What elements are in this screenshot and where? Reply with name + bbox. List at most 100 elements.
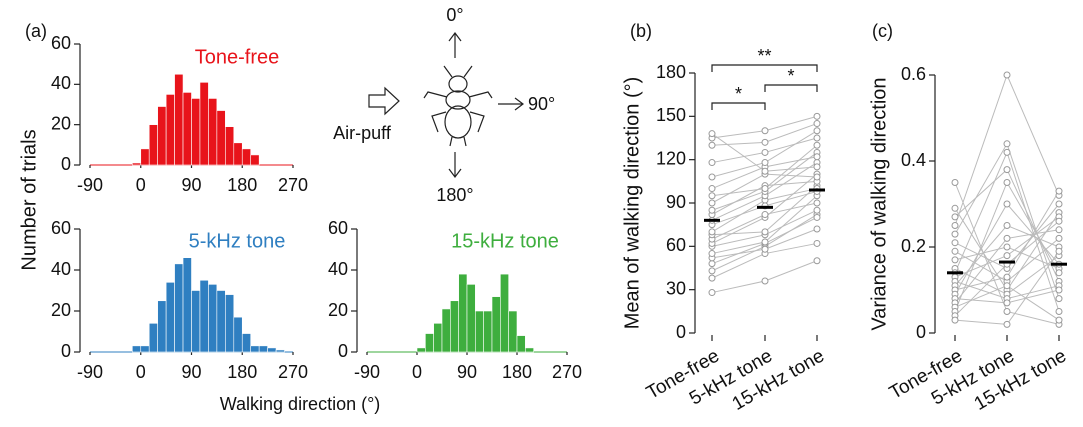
subject-point: [813, 213, 821, 221]
bar: [216, 290, 226, 353]
bar: [416, 347, 426, 353]
subject-point: [1003, 308, 1011, 315]
subject-line: [711, 260, 818, 294]
subject-point: [1003, 252, 1011, 260]
bar: [458, 273, 468, 353]
subject-point: [951, 222, 959, 229]
x-tick-label: 0: [136, 362, 146, 382]
subject-point: [951, 256, 959, 264]
subject-point: [708, 260, 716, 268]
bar: [148, 124, 158, 166]
x-tick-label: 180: [227, 175, 257, 195]
bar: [140, 148, 150, 166]
subject-point: [1055, 187, 1063, 195]
x-tick-label: 90: [181, 362, 201, 382]
subject-point: [813, 153, 821, 161]
x-tick-label: 180: [227, 362, 257, 382]
bar: [225, 294, 235, 353]
subject-point: [813, 141, 821, 149]
bar: [157, 106, 167, 166]
cricket-abdomen: [444, 105, 472, 139]
y-axis-label: Number of trials: [18, 129, 40, 270]
subject-point: [708, 289, 716, 297]
subject-point: [708, 159, 716, 167]
bar: [233, 316, 243, 353]
y-tick-label: 0.6: [901, 64, 926, 84]
subject-point: [1003, 282, 1011, 290]
bar: [500, 273, 509, 353]
subject-point: [951, 316, 959, 324]
bar: [433, 322, 443, 353]
bar: [225, 126, 235, 166]
bar: [233, 142, 243, 166]
bar: [275, 349, 285, 353]
y-tick-label: 180: [656, 62, 686, 82]
bar: [450, 300, 459, 353]
subject-point: [1003, 222, 1011, 229]
subject-point: [1003, 299, 1011, 307]
bar: [148, 322, 158, 353]
bar: [491, 296, 501, 353]
subject-point: [761, 238, 769, 246]
x-tick-label: -90: [77, 175, 103, 195]
bar: [441, 308, 451, 353]
subject-point: [813, 257, 821, 265]
subject-point: [951, 213, 959, 221]
subject-point: [708, 199, 716, 207]
cricket-thorax: [445, 90, 471, 110]
bar: [191, 290, 201, 353]
subject-point: [761, 277, 769, 285]
x-tick-label: 270: [278, 362, 308, 382]
subject-point: [761, 167, 769, 175]
subject-point: [1003, 200, 1011, 208]
subject-point: [813, 120, 821, 128]
subject-point: [813, 173, 821, 181]
subject-line: [711, 115, 818, 139]
bar: [267, 347, 277, 353]
y-tick-label: 20: [328, 300, 348, 320]
bar: [216, 110, 226, 166]
bar: [157, 300, 167, 353]
bar: [174, 73, 184, 166]
cricket-legs: [423, 65, 493, 147]
bar: [208, 98, 218, 166]
y-tick-label: 40: [51, 259, 71, 279]
histogram-title: Tone-free: [195, 46, 280, 68]
y-tick-label: 150: [656, 105, 686, 125]
subject-point: [951, 230, 959, 238]
y-tick-label: 0: [916, 322, 926, 342]
x-tick-label: 180: [502, 362, 532, 382]
y-tick-label: 20: [51, 113, 71, 133]
subject-point: [1003, 243, 1011, 251]
bar: [199, 82, 209, 166]
y-tick-label: 0.4: [901, 150, 926, 170]
subject-point: [1055, 226, 1063, 234]
bar: [516, 335, 526, 353]
subject-point: [761, 127, 769, 135]
subject-point: [708, 130, 716, 138]
panel-label: (a): [25, 21, 47, 41]
subject-point: [1003, 234, 1011, 242]
bar: [241, 148, 252, 166]
subject-point: [708, 274, 716, 282]
subject-point: [708, 173, 716, 181]
x-tick-label: 0: [412, 362, 422, 382]
bar: [165, 94, 175, 166]
bar: [140, 345, 150, 353]
bar: [131, 345, 142, 353]
bar: [466, 284, 476, 353]
bar: [131, 162, 142, 166]
panel-label: (b): [630, 21, 652, 41]
direction-label: 0°: [446, 5, 463, 25]
subject-point: [1003, 273, 1011, 281]
y-tick-label: 40: [328, 259, 348, 279]
subject-point: [813, 127, 821, 135]
arrow-head: [448, 168, 462, 178]
subject-point: [708, 141, 716, 149]
significance-bracket: [764, 84, 818, 92]
subject-point: [813, 206, 821, 214]
bar: [525, 347, 534, 353]
subject-point: [708, 192, 716, 200]
subject-point: [813, 134, 821, 142]
